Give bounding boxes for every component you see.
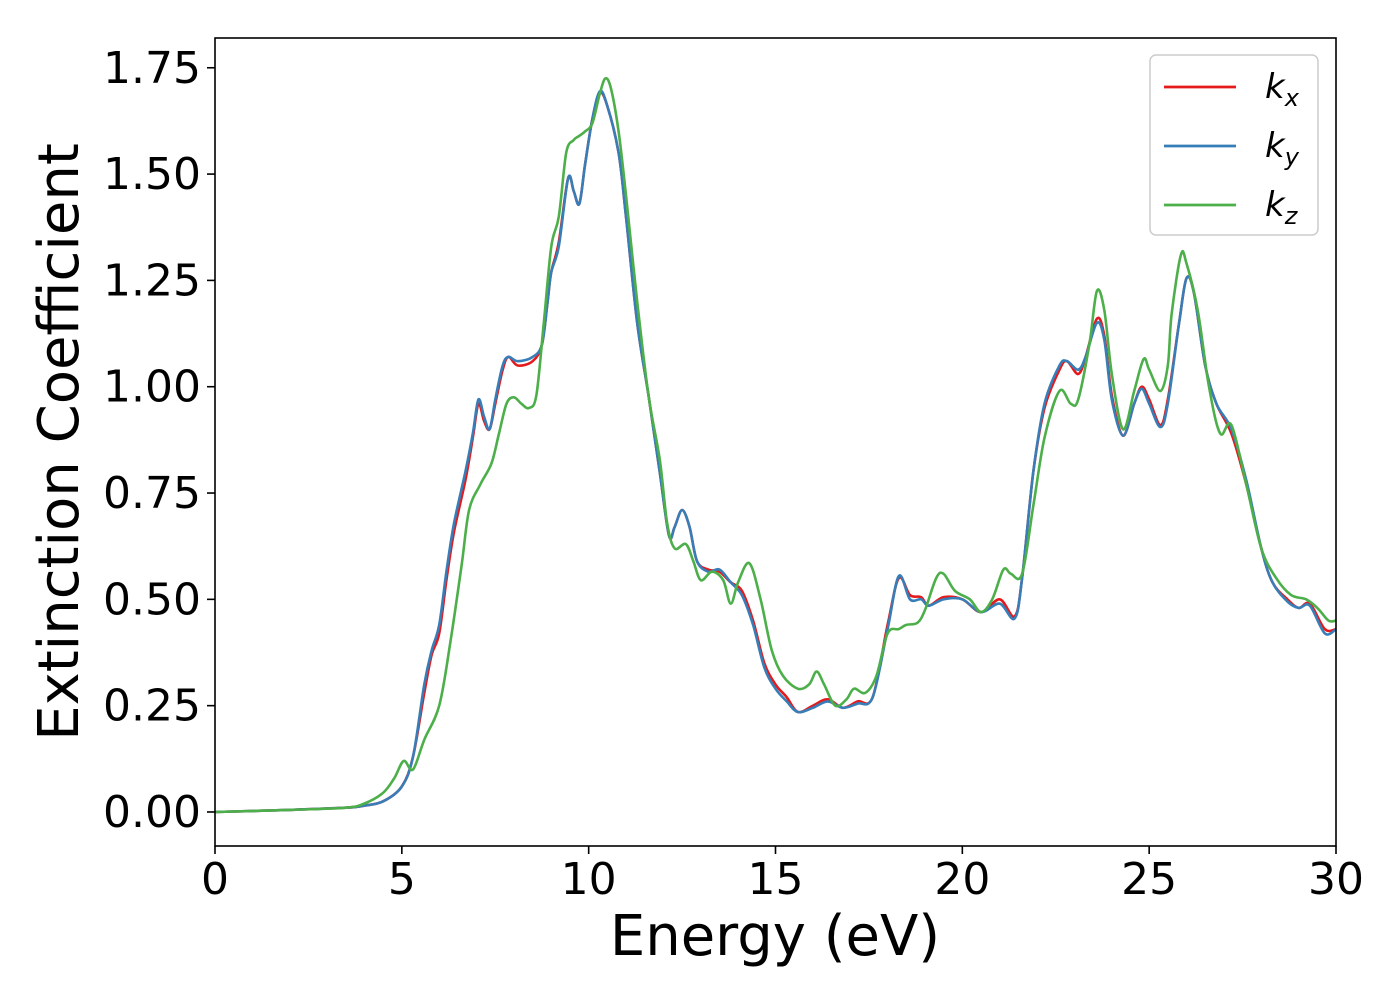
legend-label-ky: ky	[1265, 126, 1300, 171]
y-tick-label: 1.50	[103, 149, 201, 200]
y-axis: 0.00 0.25 0.50 0.75 1.00 1.25 1.50 1.75	[103, 43, 215, 838]
series-layer	[215, 77, 1336, 814]
x-tick-label: 30	[1308, 854, 1364, 905]
series-line-kz	[215, 77, 1336, 814]
legend-label-kz: kz	[1265, 185, 1299, 230]
y-tick-label: 1.75	[103, 43, 201, 94]
x-tick-label: 10	[561, 854, 617, 905]
x-tick-label: 25	[1121, 854, 1177, 905]
x-tick-label: 5	[388, 854, 416, 905]
x-tick-label: 20	[934, 854, 990, 905]
x-tick-label: 0	[201, 854, 229, 905]
y-axis-title: Extinction Coefficient	[27, 143, 92, 741]
legend-label-kx: kx	[1265, 67, 1300, 112]
x-axis-title: Energy (eV)	[610, 904, 940, 969]
y-tick-label: 1.25	[103, 255, 201, 306]
y-tick-label: 0.50	[103, 574, 201, 625]
x-tick-label: 15	[748, 854, 804, 905]
x-axis: 0 5 10 15 20 25 30	[201, 846, 1364, 905]
legend: kx ky kz	[1149, 54, 1319, 236]
y-tick-label: 1.00	[103, 362, 201, 413]
y-tick-label: 0.75	[103, 468, 201, 519]
y-tick-label: 0.25	[103, 681, 201, 732]
y-tick-label: 0.00	[103, 787, 201, 838]
series-line-ky	[215, 89, 1336, 814]
